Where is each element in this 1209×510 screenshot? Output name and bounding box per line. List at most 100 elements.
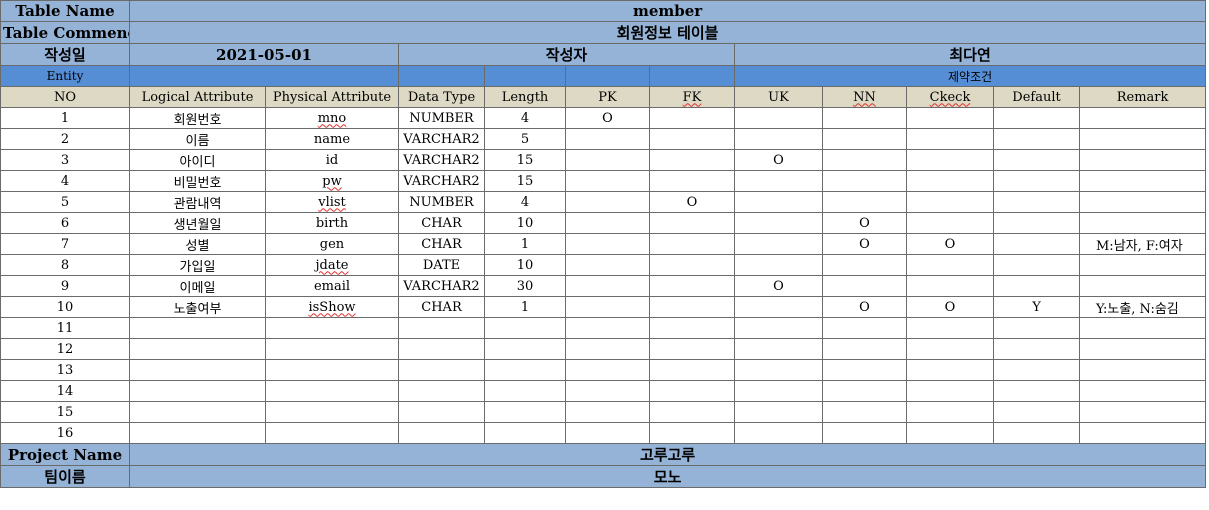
cell-logical[interactable]: 성별	[129, 233, 266, 255]
created-date-label[interactable]: 작성일	[0, 43, 130, 66]
cell-check[interactable]	[906, 338, 994, 360]
cell-physical[interactable]: email	[265, 275, 399, 297]
cell-check[interactable]	[906, 170, 994, 192]
cell-check[interactable]	[906, 128, 994, 150]
col-header-fk[interactable]: FK	[649, 86, 735, 108]
cell-pk[interactable]	[565, 359, 650, 381]
cell-uk[interactable]	[734, 422, 823, 444]
cell-nn[interactable]	[822, 359, 907, 381]
cell-pk[interactable]	[565, 296, 650, 318]
cell-pk[interactable]	[565, 317, 650, 339]
cell-physical[interactable]: id	[265, 149, 399, 171]
table-name-value[interactable]: member	[128, 0, 1207, 22]
cell-remark[interactable]	[1078, 275, 1207, 297]
cell-physical[interactable]	[265, 401, 399, 423]
col-header-logical[interactable]: Logical Attribute	[129, 86, 266, 108]
cell-length[interactable]	[484, 338, 566, 360]
cell-datatype[interactable]	[398, 401, 485, 423]
table-comment-value[interactable]: 회원정보 테이블	[128, 21, 1207, 44]
cell-length[interactable]: 10	[484, 254, 566, 276]
col-header-no[interactable]: NO	[0, 86, 130, 108]
cell-pk[interactable]	[565, 338, 650, 360]
cell-remark[interactable]	[1078, 212, 1207, 234]
col-header-pk[interactable]: PK	[565, 86, 650, 108]
cell-logical[interactable]: 비밀번호	[129, 170, 266, 192]
cell-uk[interactable]	[734, 170, 823, 192]
cell-check[interactable]: O	[906, 296, 994, 318]
cell-fk[interactable]	[649, 149, 735, 171]
cell-default[interactable]	[993, 338, 1080, 360]
cell-length[interactable]	[484, 359, 566, 381]
cell-default[interactable]	[993, 212, 1080, 234]
cell-default[interactable]	[993, 233, 1080, 255]
cell-datatype[interactable]: VARCHAR2	[398, 149, 485, 171]
cell-datatype[interactable]	[398, 338, 485, 360]
cell-physical[interactable]: birth	[265, 212, 399, 234]
cell-nn[interactable]	[822, 107, 907, 129]
cell-fk[interactable]	[649, 401, 735, 423]
cell-physical[interactable]	[265, 422, 399, 444]
cell-logical[interactable]: 이름	[129, 128, 266, 150]
cell-nn[interactable]	[822, 380, 907, 402]
cell-remark[interactable]	[1078, 149, 1207, 171]
cell-no[interactable]: 14	[0, 380, 130, 402]
cell-remark[interactable]	[1078, 359, 1207, 381]
table-comment-label[interactable]: Table Commend	[0, 21, 130, 44]
cell-check[interactable]	[906, 317, 994, 339]
col-header-nn[interactable]: NN	[822, 86, 907, 108]
cell-fk[interactable]	[649, 233, 735, 255]
cell-uk[interactable]: O	[734, 149, 823, 171]
cell-length[interactable]: 1	[484, 233, 566, 255]
cell-default[interactable]	[993, 191, 1080, 213]
cell-no[interactable]: 6	[0, 212, 130, 234]
cell-length[interactable]: 30	[484, 275, 566, 297]
entity-cell[interactable]	[398, 65, 485, 87]
cell-default[interactable]	[993, 128, 1080, 150]
col-header-remark[interactable]: Remark	[1078, 86, 1207, 108]
cell-remark[interactable]	[1078, 128, 1207, 150]
col-header-uk[interactable]: UK	[734, 86, 823, 108]
constraints-label[interactable]: 제약조건	[733, 65, 1207, 87]
cell-check[interactable]	[906, 275, 994, 297]
cell-default[interactable]	[993, 254, 1080, 276]
cell-fk[interactable]	[649, 338, 735, 360]
cell-uk[interactable]	[734, 212, 823, 234]
cell-length[interactable]	[484, 317, 566, 339]
cell-pk[interactable]	[565, 212, 650, 234]
cell-fk[interactable]: O	[649, 191, 735, 213]
cell-nn[interactable]	[822, 128, 907, 150]
cell-length[interactable]	[484, 401, 566, 423]
cell-pk[interactable]	[565, 191, 650, 213]
cell-logical[interactable]	[129, 359, 266, 381]
cell-uk[interactable]	[734, 107, 823, 129]
cell-datatype[interactable]: VARCHAR2	[398, 275, 485, 297]
cell-no[interactable]: 4	[0, 170, 130, 192]
entity-cell[interactable]	[484, 65, 566, 87]
cell-no[interactable]: 2	[0, 128, 130, 150]
cell-fk[interactable]	[649, 275, 735, 297]
cell-uk[interactable]	[734, 359, 823, 381]
cell-nn[interactable]	[822, 254, 907, 276]
cell-uk[interactable]	[734, 296, 823, 318]
cell-length[interactable]: 15	[484, 170, 566, 192]
cell-no[interactable]: 10	[0, 296, 130, 318]
cell-physical[interactable]	[265, 380, 399, 402]
cell-datatype[interactable]: CHAR	[398, 212, 485, 234]
cell-pk[interactable]	[565, 422, 650, 444]
cell-no[interactable]: 5	[0, 191, 130, 213]
cell-logical[interactable]	[129, 317, 266, 339]
cell-remark[interactable]	[1078, 422, 1207, 444]
cell-check[interactable]	[906, 401, 994, 423]
cell-remark[interactable]: Y:노출, N:숨김	[1078, 296, 1207, 318]
cell-datatype[interactable]: NUMBER	[398, 191, 485, 213]
entity-cell[interactable]	[129, 65, 399, 87]
cell-datatype[interactable]	[398, 380, 485, 402]
cell-check[interactable]	[906, 359, 994, 381]
cell-fk[interactable]	[649, 296, 735, 318]
cell-uk[interactable]: O	[734, 275, 823, 297]
cell-check[interactable]	[906, 212, 994, 234]
cell-logical[interactable]: 생년월일	[129, 212, 266, 234]
cell-logical[interactable]: 노출여부	[129, 296, 266, 318]
cell-check[interactable]	[906, 380, 994, 402]
cell-remark[interactable]	[1078, 380, 1207, 402]
